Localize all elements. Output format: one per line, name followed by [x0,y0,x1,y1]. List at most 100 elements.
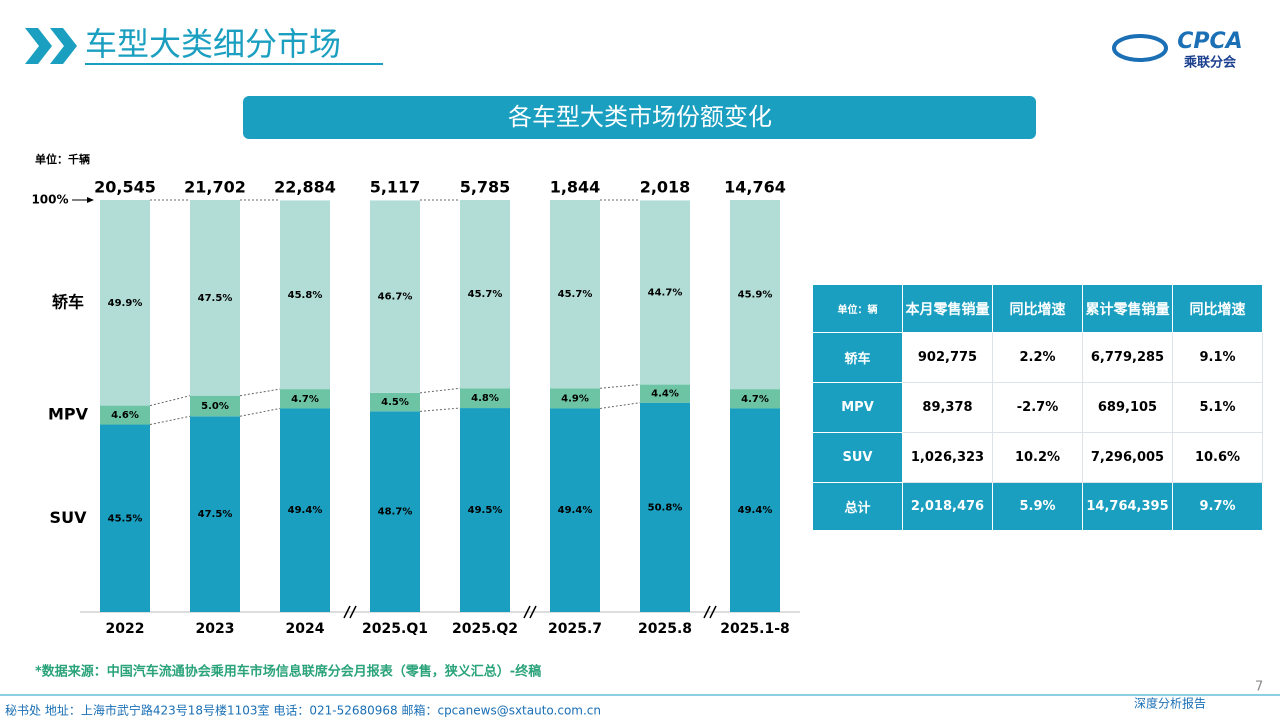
total-label: 5,785 [460,178,511,197]
connector [419,407,461,412]
connector [149,415,191,426]
table-cell: -2.7% [992,382,1083,433]
value-label: 46.7% [378,292,413,303]
series-label: MPV [48,405,89,424]
value-label: 4.9% [561,393,589,404]
total-label: 20,545 [94,178,156,197]
bar-segment [640,384,690,403]
table-cell: 689,105 [1082,382,1173,433]
bar-segment [190,395,240,417]
value-label: 48.7% [378,507,413,518]
value-label: 4.5% [381,397,409,408]
table-cell: 本月零售销量 [902,284,993,333]
table-cell: 1,026,323 [902,432,993,483]
axis-break [703,605,711,619]
series-label: SUV [50,508,88,527]
bar-segment [460,200,510,389]
arrow-head [87,197,94,203]
table-cell: 10.2% [992,432,1083,483]
table-cell: 902,775 [902,332,993,383]
connector [599,402,641,409]
bar-segment [460,408,510,612]
table-row: SUV 1,026,323 10.2% 7,296,005 10.6% [812,432,1263,483]
bar-segment [280,389,330,409]
value-label: 50.8% [648,502,683,513]
axis-break [343,605,351,619]
table-cell: 10.6% [1172,432,1263,483]
table-cell: 5.9% [992,482,1083,531]
connector [239,407,281,417]
value-label: 4.4% [651,389,679,400]
table-row: MPV 89,378 -2.7% 689,105 5.1% [812,382,1263,433]
x-tick-label: 2025.Q1 [362,621,428,637]
value-label: 49.9% [108,298,143,309]
page-number: 7 [1255,680,1263,695]
bar-segment [550,200,600,389]
value-label: 4.7% [291,394,319,405]
x-tick-label: 2022 [106,621,145,637]
connector [419,387,461,394]
bar-segment [640,402,690,612]
table-header: 单位：辆 本月零售销量 同比增速 累计零售销量 同比增速 [812,284,1263,333]
value-label: 45.7% [468,289,503,300]
bar-segment [370,392,420,412]
x-tick-label: 2024 [286,621,325,637]
table-cell: 同比增速 [992,284,1083,333]
series-label: 轿车 [52,292,84,311]
x-tick-label: 2025.1-8 [720,621,790,637]
table-cell: 89,378 [902,382,993,433]
bar-segment [640,200,690,385]
logo-text: CPCA [1177,29,1242,54]
total-label: 2,018 [640,178,691,197]
table-cell: 9.7% [1172,482,1263,531]
unit-label: 单位：千辆 [35,152,90,166]
bar-segment [550,388,600,409]
bar-segment [280,408,330,612]
value-label: 49.4% [738,505,773,516]
y-tick-label: 100% [31,193,68,207]
table-cell: 2,018,476 [902,482,993,531]
bar-segment [100,405,150,425]
connector [149,395,191,407]
bar-segment [370,200,420,393]
value-label: 47.5% [198,293,233,304]
footer-text: 秘书处 地址：上海市武宁路423号18号楼1103室 电话：021-526809… [5,703,601,718]
page-title: 车型大类细分市场 [85,25,341,63]
table-row: 总计 2,018,476 5.9% 14,764,395 9.7% [812,482,1263,531]
x-tick-label: 2025.7 [548,621,602,637]
source-note: *数据来源：中国汽车流通协会乘用车市场信息联席分会月报表（零售，狭义汇总）-终稿 [35,664,541,680]
logo-swoosh [1112,34,1168,62]
table-cell: 7,296,005 [1082,432,1173,483]
table-cell: 6,779,285 [1082,332,1173,383]
table-cell: 单位：辆 [812,284,903,333]
bar-segment [100,200,150,406]
bar-segment [100,424,150,612]
chart-title-banner [243,96,1036,139]
axis-break [529,605,537,619]
table-cell: SUV [812,432,903,483]
value-label: 49.4% [288,505,323,516]
total-label: 5,117 [370,178,421,197]
value-label: 45.5% [108,513,143,524]
table-cell: 5.1% [1172,382,1263,433]
value-label: 45.9% [738,290,773,301]
table-cell: 同比增速 [1172,284,1263,333]
tagline: 深度分析报告 [1134,696,1206,711]
sales-table: 单位：辆 本月零售销量 同比增速 累计零售销量 同比增速 轿车 902,775 2.2% 6,7… [812,284,1263,531]
connector [239,388,281,397]
table-cell: 轿车 [812,332,903,383]
x-tick-label: 2025.8 [638,621,692,637]
total-label: 22,884 [274,178,336,197]
bar-segment [370,411,420,612]
bar-segment [460,388,510,409]
table-cell: 14,764,395 [1082,482,1173,531]
value-label: 4.7% [741,394,769,405]
value-label: 45.7% [558,289,593,300]
value-label: 4.6% [111,410,139,421]
table-cell: 9.1% [1172,332,1263,383]
table-cell: 累计零售销量 [1082,284,1173,333]
value-label: 47.5% [198,509,233,520]
value-label: 45.8% [288,290,323,301]
